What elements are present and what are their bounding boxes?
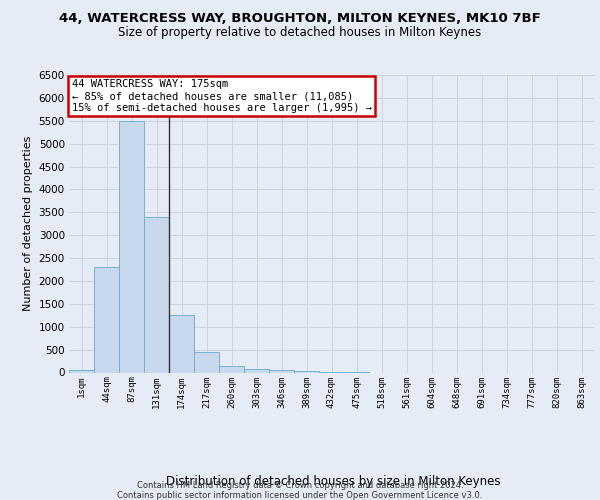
Text: Distribution of detached houses by size in Milton Keynes: Distribution of detached houses by size … [166,474,500,488]
Bar [94,267,119,372]
Text: 44 WATERCRESS WAY: 175sqm
← 85% of detached houses are smaller (11,085)
15% of s: 44 WATERCRESS WAY: 175sqm ← 85% of detac… [71,80,371,112]
Text: 44, WATERCRESS WAY, BROUGHTON, MILTON KEYNES, MK10 7BF: 44, WATERCRESS WAY, BROUGHTON, MILTON KE… [59,12,541,26]
Bar [169,316,194,372]
Y-axis label: Number of detached properties: Number of detached properties [23,136,33,312]
Bar [269,370,294,372]
Bar [144,217,169,372]
Bar [194,352,219,372]
Bar [69,370,94,372]
Text: Contains HM Land Registry data © Crown copyright and database right 2024.
Contai: Contains HM Land Registry data © Crown c… [118,480,482,500]
Text: Size of property relative to detached houses in Milton Keynes: Size of property relative to detached ho… [118,26,482,39]
Bar [119,121,144,372]
Bar [244,369,269,372]
Bar [219,366,244,372]
